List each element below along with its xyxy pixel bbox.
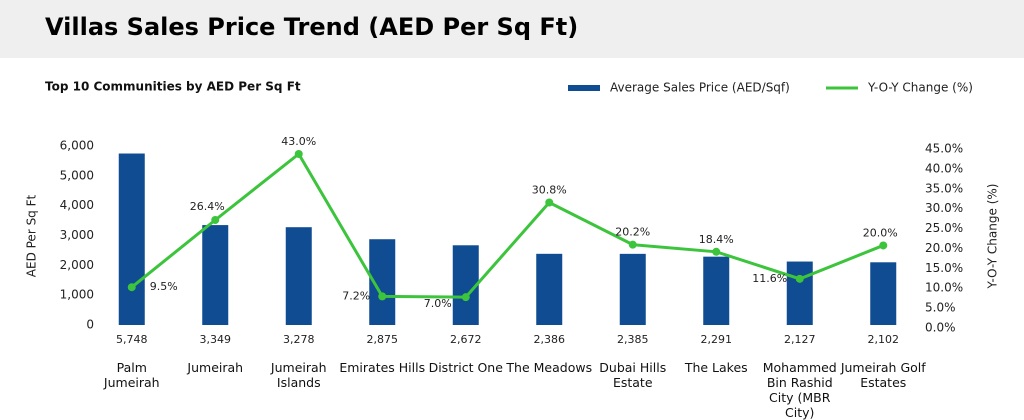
x-tick-label: The Lakes — [684, 360, 748, 375]
y-tick-label: 2,000 — [60, 258, 94, 272]
y2-tick-label: 10.0% — [925, 281, 963, 295]
line-value-label: 20.2% — [615, 226, 650, 239]
bar-value-label: 2,102 — [868, 333, 900, 346]
line-value-label: 9.5% — [150, 280, 178, 293]
bar — [118, 153, 145, 325]
legend-label: Y-O-Y Change (%) — [867, 81, 973, 95]
line-value-label: 11.6% — [752, 272, 787, 285]
y-tick-label: 0 — [86, 318, 94, 332]
line-point — [211, 215, 220, 224]
y2-axis-label: Y-O-Y Change (%) — [986, 184, 1000, 290]
line-point — [545, 198, 554, 207]
bar — [870, 262, 897, 325]
line-value-label: 30.8% — [532, 183, 567, 196]
x-tick-label: Emirates Hills — [339, 360, 426, 375]
y-axis-label: AED Per Sq Ft — [25, 194, 39, 277]
line-point — [628, 240, 637, 249]
line-value-label: 26.4% — [190, 200, 225, 213]
bar — [536, 253, 563, 325]
bar — [202, 225, 229, 325]
line-point — [127, 283, 136, 292]
y-tick-label: 4,000 — [60, 198, 94, 212]
legend-swatch — [568, 85, 600, 91]
line-point — [712, 247, 721, 256]
bar-value-label: 3,349 — [200, 333, 232, 346]
bar — [786, 261, 813, 325]
y-tick-label: 3,000 — [60, 228, 94, 242]
bar-value-label: 2,672 — [450, 333, 482, 346]
y-tick-label: 1,000 — [60, 288, 94, 302]
y2-tick-label: 5.0% — [925, 301, 956, 315]
line-value-label: 7.0% — [424, 297, 452, 310]
line-point — [795, 274, 804, 283]
x-tick-label: Dubai Hills Estate — [599, 360, 667, 390]
bar-value-label: 2,385 — [617, 333, 649, 346]
bar-value-label: 2,291 — [701, 333, 733, 346]
y2-tick-label: 40.0% — [925, 161, 963, 175]
bar — [619, 253, 646, 325]
bar-value-label: 2,386 — [534, 333, 566, 346]
y-tick-label: 5,000 — [60, 168, 94, 182]
line-value-label: 7.2% — [342, 289, 370, 302]
bar-value-label: 2,875 — [367, 333, 399, 346]
y2-tick-label: 20.0% — [925, 241, 963, 255]
y2-tick-label: 25.0% — [925, 221, 963, 235]
line-point — [378, 292, 387, 301]
bar-value-label: 3,278 — [283, 333, 315, 346]
bar — [285, 227, 312, 325]
y2-tick-label: 45.0% — [925, 142, 963, 156]
x-tick-label: Jumeirah Golf Estates — [840, 360, 926, 390]
chart-title: Top 10 Communities by AED Per Sq Ft — [45, 80, 301, 94]
header-band — [0, 0, 1024, 58]
line-point — [879, 241, 888, 250]
legend-label: Average Sales Price (AED/Sqf) — [610, 81, 790, 95]
x-tick-label: Jumeirah — [187, 360, 244, 375]
x-tick-label: The Meadows — [506, 360, 593, 375]
x-tick-label: Mohammed Bin Rashid City (MBR City) — [762, 360, 837, 420]
x-tick-label: Palm Jumeirah — [103, 360, 160, 390]
line-value-label: 18.4% — [699, 233, 734, 246]
bar — [703, 256, 730, 325]
bar-value-label: 2,127 — [784, 333, 816, 346]
x-tick-label: District One — [428, 360, 503, 375]
bar-value-label: 5,748 — [116, 333, 148, 346]
x-tick-label: Jumeirah Islands — [270, 360, 327, 390]
y2-tick-label: 35.0% — [925, 181, 963, 195]
line-point — [461, 293, 470, 302]
line — [130, 151, 884, 299]
page-title: Villas Sales Price Trend (AED Per Sq Ft) — [45, 13, 578, 41]
line-value-label: 20.0% — [863, 226, 898, 239]
line-point — [294, 149, 303, 158]
y2-tick-label: 0.0% — [925, 321, 956, 335]
y-tick-label: 6,000 — [60, 139, 94, 153]
y2-tick-label: 15.0% — [925, 261, 963, 275]
y2-tick-label: 30.0% — [925, 201, 963, 215]
line-value-label: 43.0% — [281, 135, 316, 148]
